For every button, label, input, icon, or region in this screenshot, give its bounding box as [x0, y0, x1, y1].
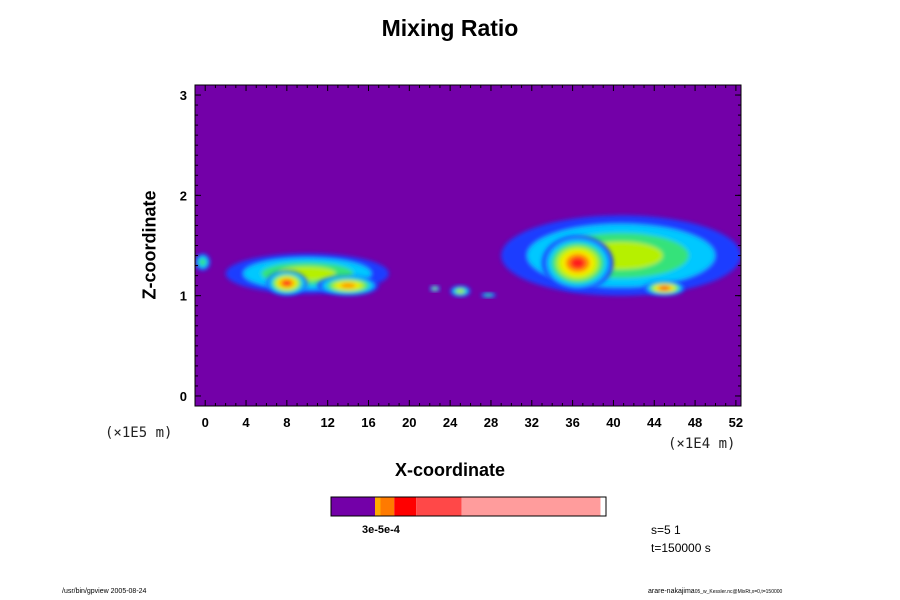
- cloud-region: [195, 253, 211, 271]
- x-tick-label: 24: [443, 415, 458, 430]
- x-tick-label: 32: [525, 415, 539, 430]
- y-tick-label: 0: [180, 389, 187, 404]
- x-tick-label: 48: [688, 415, 702, 430]
- colorbar-segment: [331, 497, 375, 516]
- cloud-region: [644, 280, 685, 296]
- x-tick-label: 52: [729, 415, 743, 430]
- colorbar-segment: [394, 497, 417, 516]
- contour-level-3: [199, 258, 207, 266]
- cloud-region: [450, 285, 471, 297]
- simulation-time-label: t=150000 s: [651, 541, 711, 555]
- footer-right-main: arare-nakajima: [648, 588, 695, 595]
- colorbar-segment: [375, 497, 381, 516]
- x-tick-label: 16: [361, 415, 375, 430]
- cloud-region: [480, 292, 497, 298]
- y-axis-label: Z-coordinate: [139, 190, 160, 300]
- y-axis-unit: (×1E5 m): [105, 425, 173, 441]
- colorbar-segment: [461, 497, 601, 516]
- contour-level-7: [282, 280, 292, 286]
- colorbar-frame: [330, 496, 607, 517]
- simulation-step-label: s=5 1: [651, 523, 681, 537]
- x-tick-label: 8: [283, 415, 290, 430]
- contour-level-6: [340, 283, 356, 289]
- x-tick-label: 0: [202, 415, 209, 430]
- contour-level-7: [660, 286, 669, 290]
- colorbar-segment: [380, 497, 395, 516]
- x-tick-label: 44: [647, 415, 662, 430]
- cloud-region: [317, 275, 379, 296]
- x-tick-label: 20: [402, 415, 416, 430]
- colorbar-segment: [416, 497, 462, 516]
- contour-level-3: [485, 294, 492, 297]
- y-tick-label: 3: [180, 88, 187, 103]
- x-axis-unit: (×1E4 m): [668, 436, 736, 452]
- cloud-region: [501, 215, 741, 296]
- y-tick-label: 1: [180, 289, 187, 304]
- x-tick-label: 4: [242, 415, 250, 430]
- footer-left-info: /usr/bin/gpview 2005-08-24: [62, 588, 147, 595]
- contour-level-4: [433, 287, 437, 290]
- colorbar-tick-label: 3e-5e-4: [362, 524, 400, 536]
- cloud-region: [266, 270, 308, 296]
- footer-right-small: 05_w_Kessler.nc@MixRt,x=0,t=150000: [694, 589, 783, 595]
- x-tick-label: 12: [320, 415, 334, 430]
- x-tick-label: 28: [484, 415, 498, 430]
- cloud-region: [429, 285, 440, 292]
- y-tick-label: 2: [180, 188, 187, 203]
- x-tick-label: 36: [565, 415, 579, 430]
- contour-level-4: [456, 289, 464, 294]
- chart-title: Mixing Ratio: [381, 15, 519, 41]
- x-tick-label: 40: [606, 415, 620, 430]
- x-axis-label: X-coordinate: [394, 460, 505, 480]
- mixing-ratio-field: [195, 215, 741, 298]
- contour-level-7: [570, 257, 586, 269]
- footer-right-info: arare-nakajima05_w_Kessler.nc@MixRt,x=0,…: [648, 588, 782, 595]
- cloud-region: [541, 235, 614, 291]
